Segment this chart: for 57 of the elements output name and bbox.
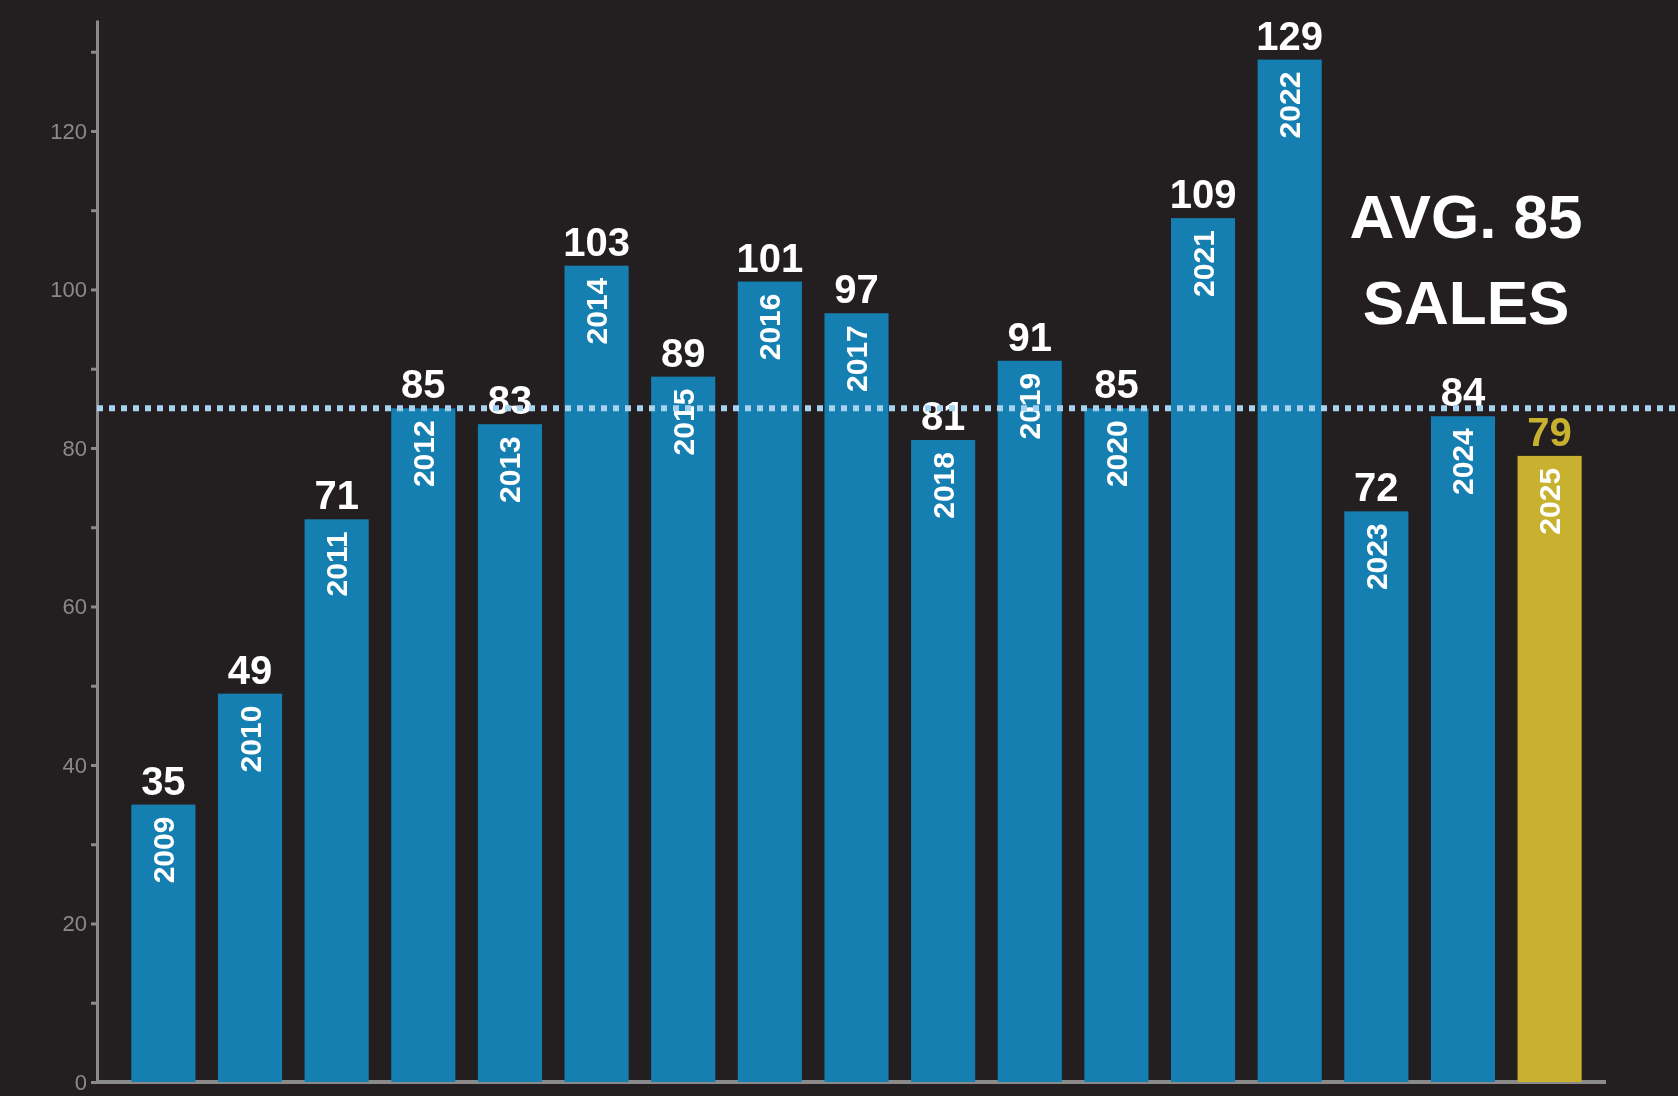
x-tick-label: 2016 <box>753 293 787 361</box>
data-label: 72 <box>1354 465 1399 510</box>
data-label: 85 <box>1094 362 1139 407</box>
ref-line-label: AVG. 85 SALES <box>1349 182 1583 337</box>
x-tick-label: 2015 <box>666 388 700 456</box>
data-label: 91 <box>1007 314 1053 359</box>
bar <box>1084 408 1149 1082</box>
data-label: 84 <box>1440 370 1486 415</box>
y-tick-label: 60 <box>62 594 87 620</box>
bar <box>1171 218 1236 1082</box>
bar <box>1257 59 1322 1082</box>
data-label: 101 <box>736 235 804 280</box>
bar <box>391 408 456 1082</box>
data-label: 103 <box>563 219 630 264</box>
x-tick-label: 2024 <box>1446 427 1480 496</box>
x-tick-label: 2011 <box>320 531 354 597</box>
data-label: 49 <box>227 647 273 692</box>
y-tick-label: 80 <box>62 435 87 461</box>
bar <box>304 519 369 1082</box>
x-tick-label: 2022 <box>1273 71 1307 139</box>
data-label: 79 <box>1527 409 1572 454</box>
y-tick-label: 0 <box>74 1069 87 1095</box>
x-tick-label: 2023 <box>1359 523 1393 591</box>
bar <box>217 693 283 1082</box>
bar <box>477 424 542 1082</box>
data-label: 71 <box>314 473 359 518</box>
x-tick-label: 2013 <box>493 436 527 503</box>
data-label: 129 <box>1256 13 1324 58</box>
x-tick-label: 2009 <box>146 816 180 884</box>
bar <box>911 440 976 1082</box>
x-tick-label: 2019 <box>1013 372 1047 440</box>
bar <box>131 804 196 1082</box>
x-tick-label: 2020 <box>1099 420 1133 488</box>
x-tick-label: 2017 <box>840 325 873 392</box>
y-tick-label: 40 <box>62 752 87 778</box>
bar <box>1430 416 1496 1082</box>
y-tick-label: 100 <box>50 277 87 302</box>
bar <box>997 360 1062 1082</box>
x-tick-label: 2018 <box>926 452 960 519</box>
y-tick-label: 120 <box>50 118 87 144</box>
data-label: 109 <box>1169 172 1237 217</box>
bar <box>1344 511 1409 1082</box>
x-tick-label: 2012 <box>406 420 440 488</box>
bar <box>651 376 716 1082</box>
y-tick-label: 20 <box>62 911 87 937</box>
x-tick-label: 2010 <box>233 705 267 773</box>
x-tick-label: 2021 <box>1186 230 1220 297</box>
data-label: 89 <box>660 330 706 375</box>
data-label: 85 <box>401 362 446 407</box>
data-label: 35 <box>141 758 186 803</box>
bar <box>1517 455 1582 1082</box>
bar <box>824 313 889 1082</box>
x-tick-label: 2014 <box>580 277 614 345</box>
bar <box>737 281 802 1082</box>
x-tick-label: 2025 <box>1533 467 1567 535</box>
data-label: 97 <box>834 267 879 312</box>
bar <box>564 265 629 1082</box>
